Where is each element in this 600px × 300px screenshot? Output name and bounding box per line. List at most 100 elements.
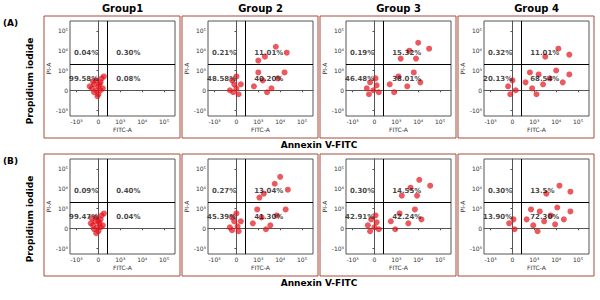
svg-text:10³: 10³ [472,205,483,212]
svg-text:10³: 10³ [115,256,126,263]
svg-text:0: 0 [373,256,377,263]
svg-text:11.01%: 11.01% [530,49,559,57]
svg-text:PI-A: PI-A [321,200,328,212]
svg-text:PI-A: PI-A [183,200,190,212]
svg-text:10⁵: 10⁵ [159,118,170,125]
svg-text:Annexin V-FITC: Annexin V-FITC [281,278,358,288]
svg-text:Propidium iodide: Propidium iodide [25,176,35,263]
svg-text:10⁴: 10⁴ [334,185,345,192]
svg-text:0.04%: 0.04% [74,49,98,57]
svg-text:45.39%: 45.39% [207,213,236,221]
svg-text:-10³: -10³ [346,118,359,125]
svg-text:10³: 10³ [115,118,126,125]
svg-text:10⁴: 10⁴ [275,118,286,125]
svg-text:(A): (A) [3,18,18,28]
svg-text:41.30%: 41.30% [254,213,283,221]
svg-text:Annexin V-FITC: Annexin V-FITC [281,140,358,150]
svg-text:10⁵: 10⁵ [58,27,69,34]
svg-text:FITC-A: FITC-A [251,126,271,133]
svg-text:0: 0 [235,256,239,263]
svg-text:Group 2: Group 2 [238,3,283,14]
svg-text:48.58%: 48.58% [207,75,236,83]
svg-text:0.08%: 0.08% [116,75,140,83]
svg-text:10³: 10³ [472,67,483,74]
svg-text:10⁵: 10⁵ [297,118,308,125]
svg-text:10⁴: 10⁴ [334,47,345,54]
svg-text:38.01%: 38.01% [392,75,421,83]
svg-text:0: 0 [97,256,101,263]
svg-text:10⁴: 10⁴ [58,47,69,54]
svg-text:10⁵: 10⁵ [435,256,446,263]
svg-text:42.24%: 42.24% [392,213,421,221]
svg-text:10³: 10³ [391,118,402,125]
svg-text:FITC-A: FITC-A [113,126,133,133]
svg-text:99.47%: 99.47% [69,213,98,221]
svg-text:0: 0 [64,87,68,94]
svg-text:0: 0 [97,118,101,125]
svg-text:Propidium iodide: Propidium iodide [25,38,35,125]
svg-text:72.30%: 72.30% [530,213,559,221]
svg-text:10³: 10³ [58,205,69,212]
svg-text:-10³: -10³ [484,256,497,263]
svg-text:10⁵: 10⁵ [472,27,483,34]
svg-text:FITC-A: FITC-A [113,264,133,271]
svg-text:0: 0 [202,87,206,94]
svg-text:0.19%: 0.19% [350,49,374,57]
svg-text:Group1: Group1 [102,3,143,14]
svg-text:PI-A: PI-A [321,62,328,74]
svg-text:0: 0 [202,225,206,232]
svg-text:10⁴: 10⁴ [196,47,207,54]
svg-text:0: 0 [511,118,515,125]
svg-text:42.91%: 42.91% [345,213,374,221]
svg-text:FITC-A: FITC-A [251,264,271,271]
svg-text:0: 0 [478,225,482,232]
svg-text:0.04%: 0.04% [116,213,140,221]
svg-text:0: 0 [340,225,344,232]
svg-text:-10³: -10³ [56,107,69,114]
svg-text:-10³: -10³ [484,118,497,125]
svg-text:10³: 10³ [58,67,69,74]
svg-text:0.40%: 0.40% [116,187,140,195]
svg-text:10⁵: 10⁵ [334,27,345,34]
svg-text:10³: 10³ [391,256,402,263]
svg-text:10⁵: 10⁵ [573,118,584,125]
svg-text:0.30%: 0.30% [350,187,374,195]
svg-text:10⁴: 10⁴ [196,185,207,192]
svg-text:10³: 10³ [334,67,345,74]
svg-text:0.21%: 0.21% [212,49,236,57]
svg-text:-10³: -10³ [208,256,221,263]
svg-text:0.32%: 0.32% [488,49,512,57]
svg-text:-10³: -10³ [194,107,207,114]
svg-text:10³: 10³ [253,256,264,263]
svg-text:10⁴: 10⁴ [413,256,424,263]
svg-text:-10³: -10³ [470,107,483,114]
svg-text:40.20%: 40.20% [254,75,283,83]
svg-text:0.30%: 0.30% [116,49,140,57]
svg-text:PI-A: PI-A [459,62,466,74]
svg-text:15.32%: 15.32% [392,49,421,57]
svg-text:10³: 10³ [196,205,207,212]
svg-text:10⁴: 10⁴ [551,256,562,263]
svg-text:-10³: -10³ [346,256,359,263]
svg-text:-10³: -10³ [56,245,69,252]
svg-text:FITC-A: FITC-A [389,264,409,271]
svg-text:Group 4: Group 4 [514,3,559,14]
svg-text:0: 0 [340,87,344,94]
svg-text:-10³: -10³ [70,256,83,263]
svg-text:0: 0 [373,118,377,125]
svg-text:0.27%: 0.27% [212,187,236,195]
svg-text:11.01%: 11.01% [254,49,283,57]
svg-text:10⁵: 10⁵ [573,256,584,263]
svg-text:10⁴: 10⁴ [137,118,148,125]
svg-text:FITC-A: FITC-A [527,264,547,271]
svg-text:PI-A: PI-A [45,62,52,74]
svg-text:10⁵: 10⁵ [159,256,170,263]
svg-text:13.90%: 13.90% [483,213,512,221]
svg-text:0: 0 [235,118,239,125]
svg-text:FITC-A: FITC-A [527,126,547,133]
svg-text:10⁵: 10⁵ [58,165,69,172]
svg-text:46.48%: 46.48% [345,75,374,83]
svg-text:10⁴: 10⁴ [472,47,483,54]
svg-text:10⁵: 10⁵ [196,27,207,34]
svg-text:13.04%: 13.04% [254,187,283,195]
